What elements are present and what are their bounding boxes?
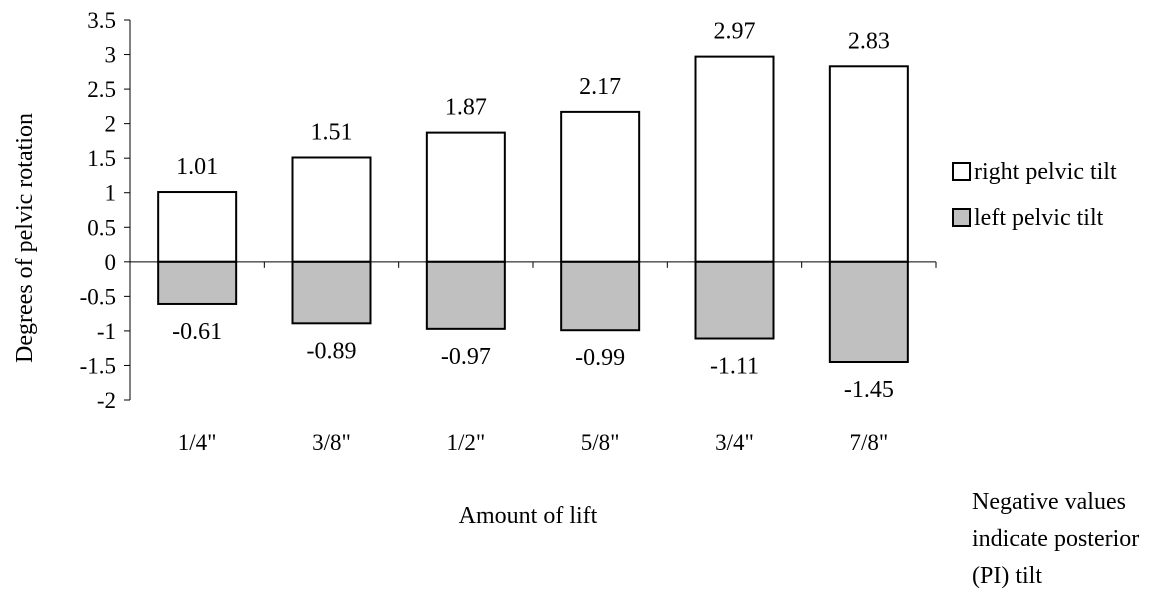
y-tick-label: 2	[105, 112, 117, 137]
legend-label: right pelvic tilt	[974, 159, 1117, 185]
data-label-left: -1.11	[710, 354, 759, 380]
axes-group	[124, 19, 937, 401]
bars-group	[157, 55, 909, 363]
y-tick-label: -0.5	[80, 284, 116, 309]
bar-left-pelvic-tilt	[828, 260, 909, 363]
x-tick-label: 3/4"	[715, 430, 754, 455]
x-tick-label: 1/2"	[446, 430, 485, 455]
y-tick-label: -1	[97, 319, 116, 344]
y-tick-label: 3	[105, 43, 117, 68]
data-label-left: -0.97	[441, 344, 491, 370]
y-tick-label: 1	[105, 181, 117, 206]
bar-right-pelvic-tilt	[560, 110, 641, 263]
bar-left-pelvic-tilt	[694, 260, 775, 340]
bar-right-pelvic-tilt	[425, 131, 506, 263]
data-label-left: -0.89	[307, 338, 357, 364]
x-tick-label: 1/4"	[178, 430, 217, 455]
y-tick-label: 0.5	[87, 215, 116, 240]
y-tick-label: -2	[97, 388, 116, 413]
x-tick-label: 5/8"	[581, 430, 620, 455]
bar-left-pelvic-tilt	[560, 260, 641, 332]
x-axis-title: Amount of lift	[459, 503, 598, 529]
bar-right-pelvic-tilt	[828, 65, 909, 263]
data-label-right: 2.83	[848, 28, 890, 54]
y-tick-label: 1.5	[87, 146, 116, 171]
bar-left-pelvic-tilt	[291, 260, 372, 325]
bar-right-pelvic-tilt	[694, 55, 775, 263]
y-tick-label: 0	[105, 250, 117, 275]
y-axis-title: Degrees of pelvic rotation	[12, 113, 38, 363]
bar-right-pelvic-tilt	[291, 156, 372, 263]
footnote: Negative values indicate posterior (PI) …	[972, 489, 1140, 589]
data-label-right: 2.17	[579, 74, 621, 100]
y-tick-label: 2.5	[87, 77, 116, 102]
x-tick-label: 3/8"	[312, 430, 351, 455]
legend-label: left pelvic tilt	[974, 205, 1104, 231]
data-label-left: -1.45	[844, 377, 894, 403]
legend: right pelvic tilt left pelvic tilt	[952, 159, 1117, 231]
data-label-right: 1.01	[176, 154, 218, 180]
data-label-left: -0.99	[575, 345, 625, 371]
data-label-right: 1.51	[311, 119, 353, 145]
data-label-right: 2.97	[714, 19, 756, 45]
x-tick-label: 7/8"	[849, 430, 888, 455]
legend-swatch	[952, 208, 971, 227]
labels-group: 1.01-0.611/4"1.51-0.893/8"1.87-0.971/2"2…	[80, 8, 894, 455]
bar-left-pelvic-tilt	[425, 260, 506, 330]
data-label-left: -0.61	[172, 319, 222, 345]
y-tick-label: -1.5	[80, 353, 116, 378]
data-label-right: 1.87	[445, 95, 487, 121]
legend-swatch	[952, 162, 971, 181]
y-tick-label: 3.5	[87, 8, 116, 33]
bar-left-pelvic-tilt	[157, 260, 238, 305]
bar-right-pelvic-tilt	[157, 191, 238, 263]
